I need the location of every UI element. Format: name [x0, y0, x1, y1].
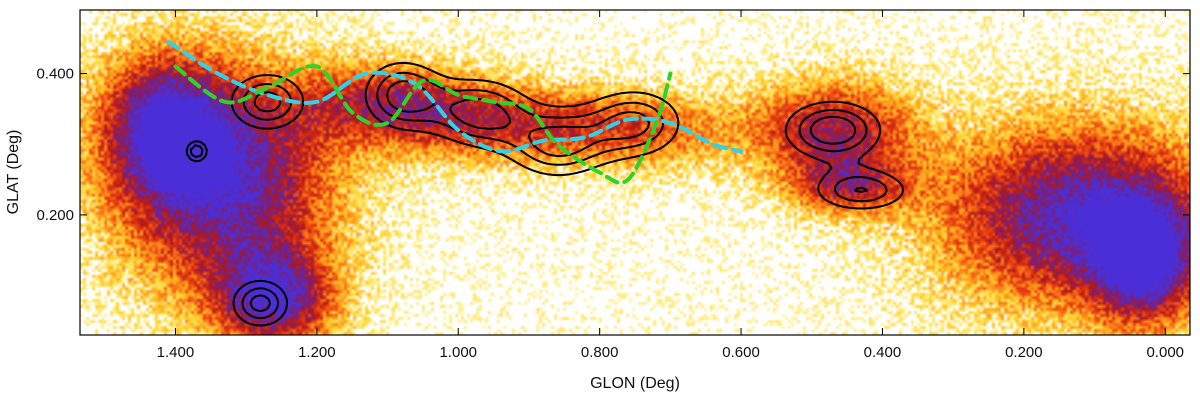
x-tick-label: 1.000: [439, 344, 477, 361]
x-tick-label: 1.400: [157, 344, 195, 361]
y-tick-label: 0.400: [36, 66, 74, 83]
x-tick-label: 0.200: [1005, 344, 1043, 361]
contour-level-2: [189, 71, 888, 320]
x-axis-label: GLON (Deg): [590, 375, 680, 392]
contour-level-1: [185, 61, 904, 327]
y-tick-label: 0.200: [36, 207, 74, 224]
y-axis-label: GLAT (Deg): [5, 130, 22, 215]
x-tick-label: 1.200: [298, 344, 336, 361]
orbit-series-1: [166, 39, 744, 154]
x-tick-label: 0.600: [722, 344, 760, 361]
axis-ticks: 1.400 1.200 1.000 0.800 0.600 0.400 0.200 0.000…: [36, 10, 1190, 361]
x-tick-label: 0.800: [581, 344, 619, 361]
x-tick-label: 0.400: [864, 344, 902, 361]
plot-frame: [79, 9, 1191, 336]
column-density-contours: [185, 61, 904, 327]
x-tick-label: 0.000: [1146, 344, 1184, 361]
orbit-series-2: [173, 63, 673, 185]
intensity-heatmap: [80, 10, 1190, 335]
orbit-series-layer: [166, 39, 744, 185]
